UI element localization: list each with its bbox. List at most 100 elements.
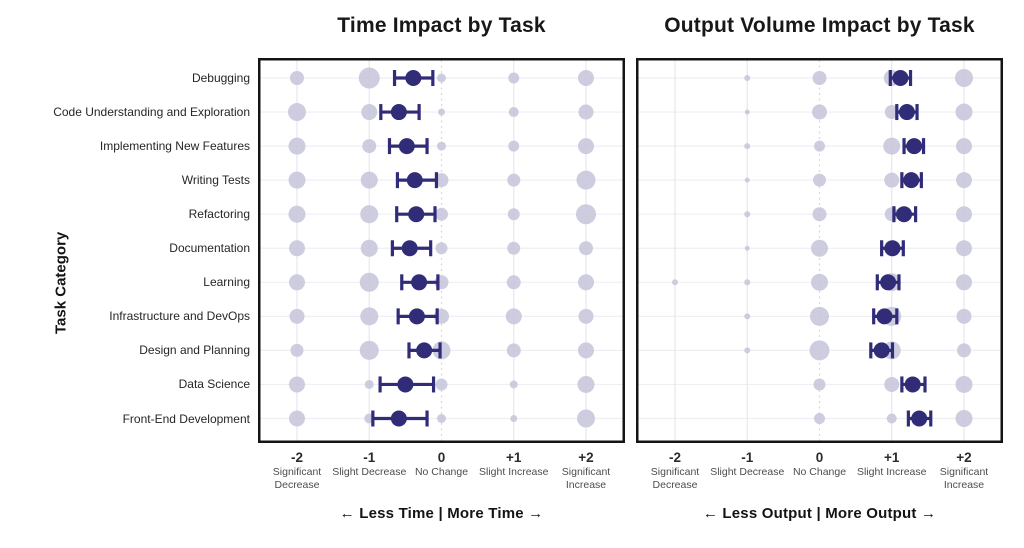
mean-ci-marker xyxy=(407,342,442,359)
category-label: Debugging xyxy=(191,71,250,85)
response-share-bubble xyxy=(508,107,519,118)
response-share-bubble xyxy=(362,139,377,154)
mean-dot xyxy=(390,104,407,121)
x-tick-sublabel: Significant Decrease xyxy=(650,466,700,491)
response-share-bubble xyxy=(744,75,751,81)
time-chart-plot xyxy=(258,58,625,443)
mean-ci-marker xyxy=(379,104,421,121)
response-share-bubble xyxy=(810,306,829,326)
response-share-bubble xyxy=(288,103,306,122)
response-share-bubble xyxy=(955,69,973,87)
response-share-bubble xyxy=(886,413,897,424)
response-share-bubble xyxy=(578,274,594,291)
response-share-bubble xyxy=(435,242,448,255)
x-tick-label: -1 xyxy=(741,450,754,465)
response-share-bubble xyxy=(360,205,379,224)
mean-dot xyxy=(880,274,897,291)
response-share-bubble xyxy=(813,173,826,187)
response-share-bubble xyxy=(812,71,827,85)
response-share-bubble xyxy=(814,140,825,152)
x-tick-label: 0 xyxy=(815,450,824,465)
mean-dot xyxy=(906,138,923,155)
mean-dot xyxy=(408,206,425,223)
x-tick-label: +1 xyxy=(506,450,522,465)
response-share-bubble xyxy=(744,347,751,354)
mean-dot xyxy=(904,376,921,393)
response-share-bubble xyxy=(809,340,830,361)
response-share-bubble xyxy=(505,308,522,325)
response-share-bubble xyxy=(578,308,594,324)
mean-ci-marker xyxy=(875,274,901,291)
mean-ci-marker xyxy=(400,274,440,291)
x-tick-label: +2 xyxy=(578,450,594,465)
x-tick-label: 0 xyxy=(437,450,446,465)
response-share-bubble xyxy=(359,272,379,292)
mean-ci-marker xyxy=(895,104,919,121)
response-share-bubble xyxy=(507,241,521,255)
x-tick-label: -1 xyxy=(363,450,376,465)
response-share-bubble xyxy=(359,340,379,360)
mean-ci-marker xyxy=(892,206,918,223)
response-share-bubble xyxy=(956,308,972,324)
category-label: Writing Tests xyxy=(181,173,250,188)
response-share-bubble xyxy=(744,279,751,286)
response-share-bubble xyxy=(744,245,750,251)
category-label: Implementing New Features xyxy=(99,139,250,154)
mean-dot xyxy=(397,376,414,393)
response-share-bubble xyxy=(437,414,446,423)
response-share-bubble xyxy=(813,378,826,391)
response-share-bubble xyxy=(955,375,973,393)
response-share-bubble xyxy=(437,73,446,83)
response-share-bubble xyxy=(957,343,971,358)
category-label: Learning xyxy=(203,275,250,290)
response-share-bubble xyxy=(884,376,900,392)
response-share-bubble xyxy=(744,109,750,115)
category-label: Documentation xyxy=(169,241,250,256)
x-tick-sublabel: Slight Decrease xyxy=(332,466,407,478)
response-share-bubble xyxy=(744,177,750,183)
response-share-bubble xyxy=(578,342,594,359)
response-share-bubble xyxy=(508,140,520,152)
response-share-bubble xyxy=(288,137,306,155)
mean-ci-marker xyxy=(872,308,899,325)
x-tick-sublabel: No Change xyxy=(414,466,469,478)
category-label: Front-End Development xyxy=(122,411,250,426)
response-share-bubble xyxy=(811,239,828,257)
mean-ci-marker xyxy=(395,206,437,223)
response-share-bubble xyxy=(812,104,827,120)
response-share-bubble xyxy=(956,172,972,189)
output-chart-plot xyxy=(636,58,1003,443)
response-share-bubble xyxy=(290,343,304,357)
mean-ci-marker xyxy=(902,138,926,155)
response-share-bubble xyxy=(956,206,972,223)
mean-dot xyxy=(898,104,915,121)
response-share-bubble xyxy=(289,274,305,291)
mean-ci-marker xyxy=(906,410,933,427)
plot-frame xyxy=(636,58,1003,443)
mean-ci-marker xyxy=(392,70,435,86)
x-tick-sublabel: Significant Increase xyxy=(939,466,989,491)
mean-dot xyxy=(401,240,418,257)
mean-dot xyxy=(411,274,428,291)
response-share-bubble xyxy=(744,211,751,218)
response-share-bubble xyxy=(578,104,594,120)
x-tick-label: +1 xyxy=(884,450,900,465)
mean-ci-marker xyxy=(378,376,436,393)
output-chart-title: Output Volume Impact by Task xyxy=(664,14,975,37)
response-share-bubble xyxy=(360,171,378,189)
response-share-bubble xyxy=(579,241,593,256)
mean-dot xyxy=(896,206,913,223)
response-share-bubble xyxy=(577,375,595,393)
x-tick-sublabel: No Change xyxy=(792,466,847,478)
x-tick-sublabel: Slight Decrease xyxy=(710,466,785,478)
response-share-bubble xyxy=(811,273,828,291)
response-share-bubble xyxy=(506,275,521,290)
output-direction-annotation: ← Less Output | More Output → xyxy=(702,505,937,522)
category-label: Refactoring xyxy=(188,207,250,222)
x-tick-label: -2 xyxy=(290,450,303,465)
response-share-bubble xyxy=(364,379,374,389)
response-share-bubble xyxy=(438,108,445,116)
category-label: Infrastructure and DevOps xyxy=(109,309,250,324)
response-share-bubble xyxy=(744,313,751,320)
